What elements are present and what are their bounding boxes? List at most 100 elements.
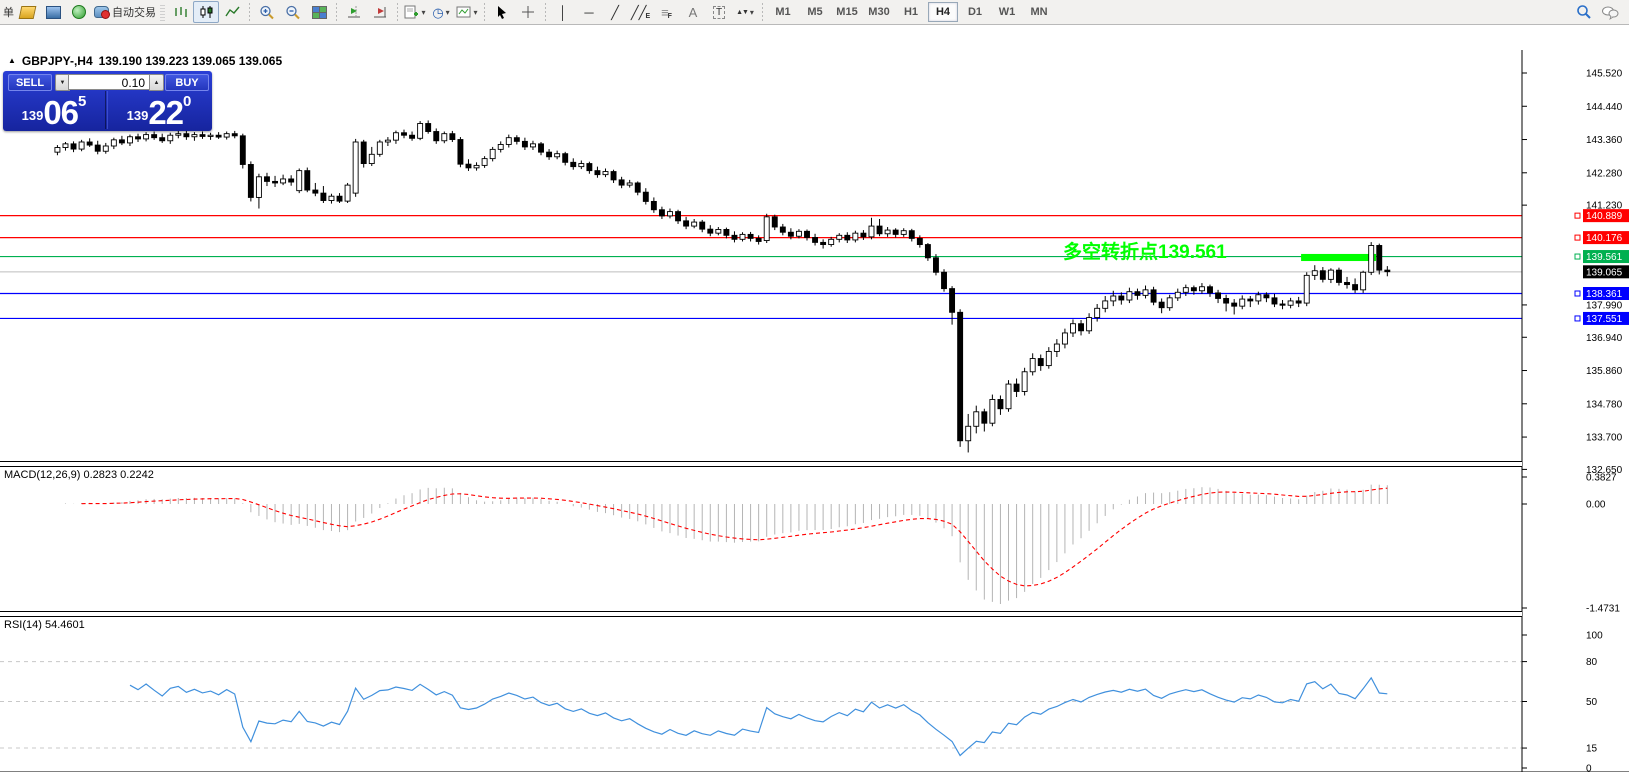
trendline-tool-button[interactable]: ╱	[602, 1, 628, 23]
channel-tool-button[interactable]: ╱╱ E	[628, 1, 654, 23]
panel-resize-divider-macd[interactable]	[0, 461, 1522, 467]
timeframe-button-m5[interactable]: M5	[807, 6, 823, 18]
volume-input[interactable]	[68, 74, 150, 90]
autoscroll-button[interactable]	[367, 1, 393, 23]
toolbar-separator	[545, 3, 546, 21]
arrows-tool-button[interactable]: ▲▼ ▾	[732, 1, 758, 23]
svg-text:50: 50	[1586, 697, 1598, 708]
chevron-down-icon: ▾	[749, 7, 754, 17]
timeframe-button-h1[interactable]: H1	[903, 6, 919, 18]
timeframe-group: M1 M5 M15 M30 H1 H4 D1 W1 MN	[767, 2, 1055, 22]
price-chart-canvas[interactable]: 多空转折点139.561 145.520 144.440 143.360 142.280…	[0, 25, 1629, 772]
new-chart-icon	[404, 5, 419, 19]
axes-layer: 145.520 144.440 143.360 142.280 141.230 137.9…	[0, 50, 1629, 772]
svg-text:0.3827: 0.3827	[1586, 473, 1617, 484]
macd-layer	[64, 484, 1388, 604]
zoom-in-button[interactable]	[254, 1, 280, 23]
svg-text:140.176: 140.176	[1586, 233, 1623, 244]
hline-icon: ─	[584, 4, 594, 20]
symbol-period-label: GBPJPY-,H4	[21, 54, 93, 68]
svg-text:139.561: 139.561	[1586, 252, 1623, 263]
sell-button[interactable]: SELL	[8, 74, 52, 91]
crosshair-tool-button[interactable]	[515, 1, 541, 23]
search-icon	[1577, 5, 1591, 19]
buy-button[interactable]: BUY	[165, 74, 209, 91]
periods-button[interactable]: ◷ ▾	[428, 1, 454, 23]
new-order-label[interactable]: 单	[3, 7, 14, 19]
svg-text:134.780: 134.780	[1586, 399, 1623, 410]
bar-chart-mode-button[interactable]	[167, 1, 193, 23]
svg-text:141.230: 141.230	[1586, 201, 1623, 212]
toolbar-grip	[160, 3, 165, 21]
svg-text:133.700: 133.700	[1586, 433, 1623, 444]
vertical-line-tool-button[interactable]: │	[550, 1, 576, 23]
chevron-down-icon: ▾	[473, 7, 478, 17]
templates-button[interactable]: ▾	[454, 1, 480, 23]
volume-increase-button[interactable]: ▲	[149, 74, 164, 91]
tile-windows-button[interactable]	[306, 1, 332, 23]
chart-shift-button[interactable]	[341, 1, 367, 23]
sell-price-big: 06	[43, 93, 79, 131]
horizontal-line-tool-button[interactable]: ─	[576, 1, 602, 23]
autoscroll-icon	[374, 7, 386, 18]
signals-icon	[72, 5, 86, 19]
collapse-triangle-icon[interactable]: ▲	[8, 55, 16, 65]
line-chart-mode-button[interactable]	[219, 1, 245, 23]
sell-price-area[interactable]: 139 06 5	[3, 91, 106, 129]
chart-title: ▲ GBPJPY-,H4 139.190 139.223 139.065 139…	[8, 54, 282, 68]
candles-chart-icon	[200, 6, 212, 18]
candle-chart-mode-button[interactable]	[193, 1, 219, 23]
main-toolbar: 单 自动交易	[0, 0, 1629, 25]
timeframe-button-h4[interactable]: H4	[928, 2, 958, 22]
buy-price-big: 22	[148, 93, 184, 131]
navigator-button[interactable]	[40, 1, 66, 23]
chevron-down-icon: ▾	[445, 7, 450, 17]
timeframe-button-w1[interactable]: W1	[998, 6, 1016, 18]
svg-text:多空转折点139.561: 多空转折点139.561	[1063, 240, 1227, 263]
candles-layer	[54, 120, 1391, 453]
rsi-gridlines-layer	[0, 661, 1522, 749]
panel-resize-divider-rsi[interactable]	[0, 611, 1522, 617]
svg-text:137.990: 137.990	[1586, 300, 1623, 311]
toolbar-separator	[762, 3, 763, 21]
signals-button[interactable]	[66, 1, 92, 23]
svg-text:-1.4731: -1.4731	[1586, 604, 1620, 615]
svg-text:0.00: 0.00	[1586, 500, 1606, 511]
chat-button[interactable]	[1597, 1, 1623, 23]
market-watch-icon	[18, 5, 36, 19]
search-button[interactable]	[1571, 1, 1597, 23]
one-click-controls-row: SELL ▼ ▲ BUY	[3, 74, 212, 91]
zoom-out-button[interactable]	[280, 1, 306, 23]
market-watch-button[interactable]	[14, 1, 40, 23]
toolbar-right-group	[1571, 1, 1623, 23]
svg-text:80: 80	[1586, 657, 1598, 668]
timeframe-button-mn[interactable]: MN	[1030, 6, 1048, 18]
ohlc-values-label: 139.190 139.223 139.065 139.065	[98, 54, 283, 68]
bars-chart-icon	[174, 7, 187, 17]
text-tool-button[interactable]: A	[680, 1, 706, 23]
sell-price-sup: 5	[78, 93, 87, 110]
chart-window: 多空转折点139.561 145.520 144.440 143.360 142.280…	[0, 25, 1629, 772]
timeframe-button-m1[interactable]: M1	[775, 6, 791, 18]
toolbar-separator	[336, 3, 337, 21]
timeframe-button-m30[interactable]: M30	[868, 6, 890, 18]
arrows-icon: ▲▼	[736, 8, 749, 16]
buy-price-sup: 0	[183, 93, 192, 110]
fibonacci-tool-button[interactable]: ≡ F	[654, 1, 680, 23]
timeframe-button-m15[interactable]: M15	[836, 6, 858, 18]
autotrade-button[interactable]: 自动交易	[92, 1, 158, 23]
svg-text:100: 100	[1586, 631, 1603, 642]
fibonacci-icon: ≡	[661, 4, 669, 20]
text-label-tool-button[interactable]: T	[706, 1, 732, 23]
chat-icon	[1602, 6, 1619, 20]
svg-text:136.940: 136.940	[1586, 333, 1623, 344]
new-chart-button[interactable]: ▾	[402, 1, 428, 23]
one-click-trading-panel: SELL ▼ ▲ BUY 139 06 5 139 22 0	[3, 71, 212, 131]
buy-price-area[interactable]: 139 22 0	[107, 91, 210, 129]
timeframe-button-d1[interactable]: D1	[967, 6, 983, 18]
channel-tool-sub-label: E	[645, 12, 651, 20]
svg-text:145.520: 145.520	[1586, 69, 1623, 80]
cursor-tool-button[interactable]	[489, 1, 515, 23]
templates-icon	[456, 6, 471, 18]
channel-icon: ╱╱	[630, 4, 647, 20]
